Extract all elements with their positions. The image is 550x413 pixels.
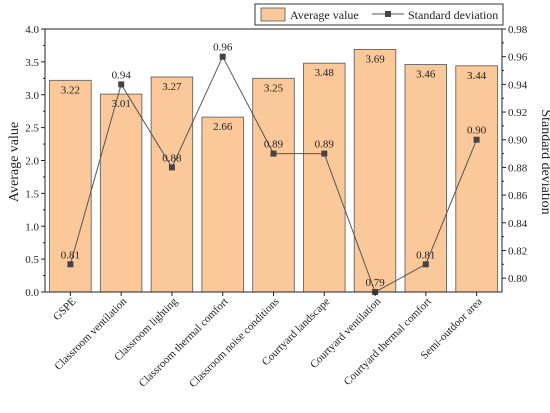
y2-axis-title: Standard deviation — [538, 109, 550, 214]
y2-tick-label: 0.92 — [508, 107, 527, 119]
y2-tick-label: 0.86 — [508, 190, 528, 202]
bar-value-label: 3.44 — [467, 70, 487, 82]
y-tick-label: 3.5 — [25, 57, 39, 69]
sd-value-label: 0.89 — [264, 139, 284, 151]
legend-label-average: Average value — [290, 8, 359, 22]
bar — [201, 116, 244, 293]
bar-value-label: 3.27 — [162, 81, 182, 93]
sd-marker — [473, 136, 480, 143]
y2-tick-label: 0.90 — [508, 135, 528, 147]
y-axis-title: Average value — [7, 122, 22, 202]
sd-marker — [219, 53, 226, 60]
sd-value-label: 0.90 — [467, 125, 487, 137]
bar-value-label: 3.69 — [365, 53, 385, 65]
legend: Average value Standard deviation — [254, 3, 504, 26]
y-tick-label: 0.5 — [25, 254, 39, 266]
sd-marker — [118, 81, 125, 88]
legend-swatch-sd-marker — [385, 11, 391, 17]
x-tick-label: Classroom thermal comfort — [137, 296, 231, 390]
sd-value-label: 0.89 — [315, 139, 335, 151]
x-tick-label: GSPE — [51, 295, 79, 323]
y2-tick-label: 0.98 — [508, 24, 528, 36]
y-tick-label: 1.5 — [25, 188, 39, 200]
bar — [252, 77, 295, 293]
y-tick-label: 2.0 — [25, 156, 39, 168]
y-tick-label: 0.0 — [25, 287, 39, 299]
y2-tick-label: 0.84 — [508, 218, 528, 230]
bar-value-label: 3.25 — [264, 82, 284, 94]
bar-value-label: 3.22 — [61, 84, 80, 96]
sd-marker — [67, 261, 74, 268]
sd-value-label: 0.81 — [416, 249, 435, 261]
y-tick-label: 4.0 — [25, 24, 39, 36]
sd-marker — [422, 261, 429, 268]
y-tick-label: 2.5 — [25, 123, 39, 135]
bar — [303, 62, 346, 293]
sd-value-label: 0.88 — [162, 152, 182, 164]
y2-tick-label: 0.82 — [508, 245, 527, 257]
y-tick-label: 1.0 — [25, 221, 39, 233]
x-tick-label: Courtyard thermal comfort — [342, 296, 434, 388]
bar — [49, 79, 92, 293]
sd-marker — [321, 150, 328, 157]
bar — [99, 93, 143, 293]
sd-marker — [270, 150, 277, 157]
sd-value-label: 0.96 — [213, 42, 233, 54]
bar-value-label: 3.46 — [416, 69, 436, 81]
y-tick-label: 3.0 — [25, 90, 39, 102]
legend-swatch-average — [260, 7, 286, 22]
sd-series: 0.81 0.94 0.88 0.96 0.89 0.89 0.79 0.81 0.90 — [61, 42, 487, 295]
bar — [353, 49, 397, 293]
bar-value-label: 2.66 — [213, 121, 233, 133]
y2-tick-label: 0.94 — [508, 79, 528, 91]
bar — [150, 76, 194, 293]
axes: 0.0 0.5 1.0 1.5 2.0 2.5 3.0 3.5 4.0 0.80 0.82 0.84 0… — [25, 24, 528, 299]
bar-value-label: 3.48 — [315, 67, 335, 79]
sd-value-label: 0.94 — [112, 69, 132, 81]
bar — [404, 64, 447, 293]
bar-series: 3.223.013.272.663.253.483.693.46 3.44 — [49, 49, 498, 293]
x-tick-label: Classroom noise conditions — [187, 296, 281, 390]
y2-tick-label: 0.96 — [508, 52, 528, 64]
sd-value-label: 0.79 — [365, 277, 385, 289]
y2-tick-label: 0.88 — [508, 162, 528, 174]
bar — [455, 65, 498, 293]
sd-marker — [168, 164, 175, 171]
y2-tick-label: 0.80 — [508, 273, 528, 285]
legend-label-sd: Standard deviation — [408, 8, 498, 22]
sd-value-label: 0.81 — [61, 249, 80, 261]
